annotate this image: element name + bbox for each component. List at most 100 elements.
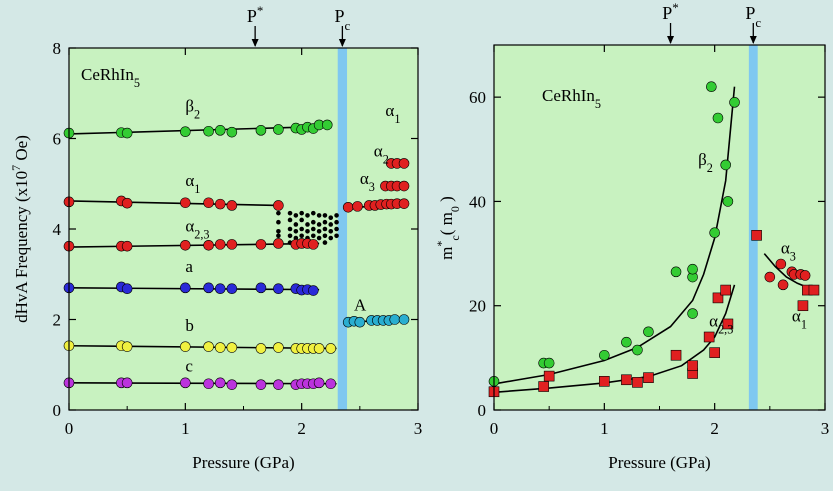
black-dot bbox=[311, 219, 316, 225]
data-point bbox=[121, 377, 133, 389]
data-point bbox=[203, 378, 214, 390]
pressure-marker-arrowhead bbox=[749, 36, 757, 44]
data-point bbox=[543, 357, 555, 369]
x-tick-label: 1 bbox=[600, 419, 609, 438]
data-point bbox=[775, 258, 787, 270]
data-point bbox=[226, 342, 238, 353]
black-dot bbox=[334, 226, 339, 232]
data-point bbox=[273, 283, 284, 295]
data-point bbox=[214, 198, 226, 210]
compound-label: CeRhIn5 bbox=[542, 86, 601, 111]
data-point bbox=[313, 377, 325, 389]
black-dot bbox=[299, 210, 304, 216]
black-dot bbox=[334, 213, 339, 218]
series-label: a bbox=[185, 257, 193, 276]
black-dot bbox=[299, 226, 304, 232]
data-point bbox=[180, 377, 191, 389]
black-dot bbox=[293, 228, 299, 234]
pressure-marker-label: P* bbox=[662, 0, 679, 23]
data-point bbox=[321, 119, 333, 131]
data-point bbox=[226, 239, 238, 250]
data-point bbox=[621, 336, 632, 348]
y-tick-label: 6 bbox=[53, 130, 62, 149]
data-point bbox=[764, 271, 776, 283]
y-tick-label: 8 bbox=[53, 39, 62, 58]
x-tick-label: 2 bbox=[297, 419, 306, 438]
x-axis-label: Pressure (GPa) bbox=[608, 453, 710, 472]
data-point bbox=[703, 331, 715, 343]
data-point bbox=[255, 343, 267, 354]
x-tick-label: 2 bbox=[710, 419, 719, 438]
data-point bbox=[226, 126, 238, 138]
data-point bbox=[632, 377, 643, 388]
black-dot bbox=[328, 222, 334, 227]
black-dot bbox=[287, 217, 293, 223]
critical-pressure-band bbox=[337, 48, 348, 410]
data-point bbox=[398, 180, 410, 192]
data-point bbox=[121, 341, 133, 352]
data-point bbox=[121, 240, 133, 252]
x-tick-label: 0 bbox=[65, 419, 74, 438]
series-label: β2 bbox=[185, 96, 200, 121]
black-dot bbox=[322, 219, 328, 225]
data-point bbox=[180, 197, 191, 209]
fit-curve-1 bbox=[493, 284, 736, 394]
data-point bbox=[203, 282, 214, 294]
black-dot bbox=[276, 228, 281, 234]
data-point bbox=[226, 283, 238, 295]
data-point bbox=[687, 308, 698, 319]
black-dot bbox=[287, 226, 293, 232]
y-tick-label: 0 bbox=[53, 401, 62, 420]
data-point bbox=[751, 230, 762, 241]
black-dot bbox=[299, 217, 304, 223]
data-point bbox=[214, 239, 226, 250]
y-tick-label: 4 bbox=[53, 220, 62, 239]
data-point bbox=[398, 158, 410, 169]
data-point bbox=[643, 326, 654, 338]
black-dot bbox=[316, 228, 322, 234]
fit-line-1 bbox=[68, 200, 279, 207]
data-point bbox=[687, 263, 698, 275]
fit-curve-0 bbox=[493, 86, 736, 385]
data-point bbox=[313, 343, 325, 354]
black-dot bbox=[316, 213, 322, 218]
data-point bbox=[722, 318, 734, 330]
series-label: α1 bbox=[385, 101, 400, 126]
data-point bbox=[121, 127, 133, 139]
data-point bbox=[214, 377, 226, 389]
data-point bbox=[273, 124, 284, 135]
data-point bbox=[214, 342, 226, 353]
data-point bbox=[799, 270, 811, 281]
data-point bbox=[670, 349, 682, 361]
black-dot bbox=[276, 233, 281, 239]
series-label: α2,3 bbox=[185, 216, 209, 241]
series-label: β2 bbox=[698, 150, 713, 175]
black-dot bbox=[305, 213, 310, 218]
effective-mass-panel: β2 α2,3 α3 α1 0 1 2 3 0 20 40 60 P* Pc CeRhIn5 Pressure… bbox=[434, 0, 829, 472]
y-tick-label: 60 bbox=[469, 88, 486, 107]
data-point bbox=[180, 341, 191, 352]
black-dot bbox=[316, 235, 322, 241]
data-point bbox=[712, 112, 724, 124]
data-point bbox=[180, 239, 191, 251]
black-dot bbox=[276, 210, 281, 216]
black-dot bbox=[322, 240, 328, 245]
critical-pressure-band bbox=[748, 45, 758, 410]
data-point bbox=[273, 238, 284, 249]
data-point bbox=[398, 198, 410, 209]
series-label: α3 bbox=[781, 239, 796, 264]
data-point bbox=[255, 125, 267, 136]
y-axis-label: m*c( m0 ) bbox=[434, 196, 462, 260]
data-point bbox=[307, 285, 319, 296]
data-point bbox=[180, 126, 191, 138]
black-dot bbox=[299, 233, 304, 239]
series-label: α2,3 bbox=[709, 312, 733, 337]
black-dot bbox=[305, 222, 310, 227]
data-point bbox=[180, 282, 191, 294]
data-point bbox=[121, 283, 133, 295]
data-point bbox=[709, 227, 720, 239]
data-point bbox=[720, 159, 732, 171]
black-dot bbox=[322, 213, 328, 218]
